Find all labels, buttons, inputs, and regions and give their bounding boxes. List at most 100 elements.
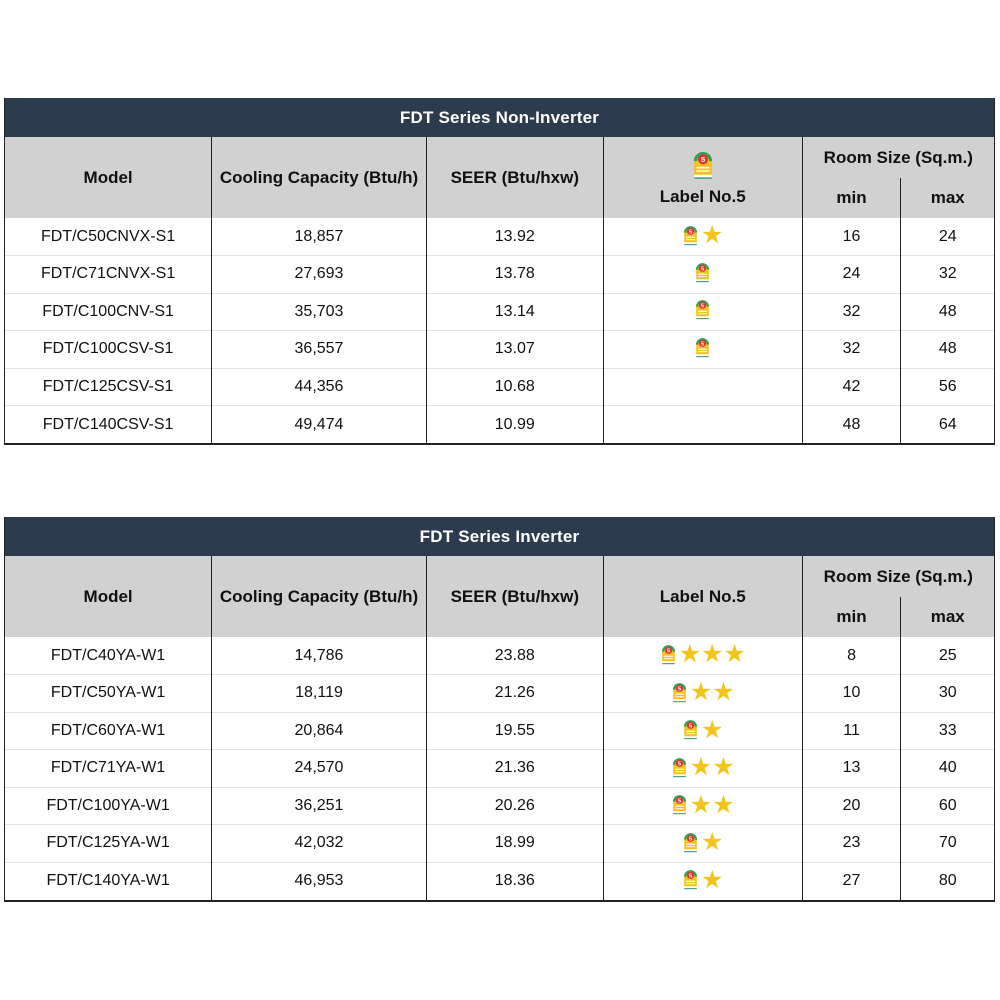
- svg-text:5: 5: [701, 266, 704, 272]
- table-row: FDT/C125CSV-S1 44,356 10.68 42 56: [5, 367, 994, 406]
- column-header-room-size: Room Size (Sq.m.): [802, 556, 994, 597]
- cooling-capacity-cell: 49,474: [211, 405, 427, 443]
- room-min-cell: 27: [802, 861, 902, 900]
- table-title: FDT Series Non-Inverter: [399, 107, 600, 127]
- room-min-cell: 48: [802, 405, 902, 443]
- energy-label-no5-icon: 5: [683, 870, 697, 890]
- room-min-cell: 8: [802, 637, 902, 675]
- model-cell: FDT/C50CNVX-S1: [5, 218, 213, 256]
- model-cell: FDT/C125CSV-S1: [5, 367, 213, 406]
- model-cell: FDT/C100CSV-S1: [5, 330, 213, 368]
- star-rating: ★: [700, 827, 724, 856]
- room-max-cell: 25: [900, 637, 994, 675]
- column-header-label-text: Label No.5: [659, 186, 746, 206]
- room-max-cell: 70: [900, 824, 994, 862]
- table-header: Model Cooling Capacity (Btu/h) SEER (Btu…: [5, 137, 994, 218]
- svg-text:5: 5: [689, 723, 692, 729]
- svg-text:5: 5: [689, 229, 692, 235]
- energy-label-no5-icon: 5: [672, 795, 686, 815]
- energy-label-no5-icon: 5: [672, 757, 686, 777]
- table-title: FDT Series Inverter: [419, 526, 580, 546]
- table-row: FDT/C60YA-W1 20,864 19.55 5 ★ 11 33: [5, 711, 994, 750]
- column-header-min-text: min: [836, 607, 867, 626]
- column-header-max: max: [900, 178, 994, 218]
- label-no5-cell: 5 ★★★: [603, 637, 803, 675]
- star-rating: ★★★: [678, 639, 746, 669]
- table-body: FDT/C40YA-W1 14,786 23.88 5 ★★★ 8 25 FDT/C50Y…: [5, 637, 994, 900]
- svg-text:5: 5: [678, 686, 681, 692]
- energy-label-no5-icon: 5: [683, 720, 697, 740]
- cooling-capacity-cell: 24,570: [211, 749, 427, 787]
- model-cell: FDT/C71YA-W1: [5, 749, 213, 787]
- cooling-capacity-cell: 14,786: [211, 637, 427, 675]
- cooling-capacity-cell: 35,703: [211, 292, 427, 331]
- energy-label-no5-icon: 5: [661, 644, 675, 664]
- room-min-cell: 32: [802, 292, 902, 331]
- table-row: FDT/C100YA-W1 36,251 20.26 5 ★★ 20 60: [5, 786, 994, 825]
- label-no5-cell: 5 ★: [603, 218, 803, 256]
- column-header-model-text: Model: [83, 167, 133, 187]
- seer-cell: 13.14: [426, 292, 604, 331]
- energy-label-no5-icon: 5: [696, 300, 710, 320]
- room-min-cell: 10: [802, 674, 902, 712]
- spec-table: Model Cooling Capacity (Btu/h) SEER (Btu…: [5, 556, 994, 900]
- column-header-max: max: [900, 597, 994, 637]
- label-no5-cell: 5 ★: [603, 824, 803, 862]
- table-row: FDT/C100CSV-S1 36,557 13.07 5 32 48: [5, 330, 994, 368]
- seer-cell: 13.78: [426, 255, 604, 293]
- column-header-room-size: Room Size (Sq.m.): [802, 137, 994, 178]
- table-header: Model Cooling Capacity (Btu/h) SEER (Btu…: [5, 556, 994, 637]
- table-row: FDT/C140YA-W1 46,953 18.36 5 ★ 27 80: [5, 861, 994, 900]
- cooling-capacity-cell: 36,251: [211, 786, 427, 825]
- room-min-cell: 13: [802, 749, 902, 787]
- column-header-cooling-capacity: Cooling Capacity (Btu/h): [211, 137, 427, 218]
- column-header-seer: SEER (Btu/hxw): [426, 137, 604, 218]
- column-header-room-text: Room Size (Sq.m.): [823, 147, 973, 167]
- spec-table: Model Cooling Capacity (Btu/h) SEER (Btu…: [5, 137, 994, 443]
- seer-cell: 13.07: [426, 330, 604, 368]
- model-cell: FDT/C140YA-W1: [5, 861, 213, 900]
- star-rating: ★: [700, 864, 724, 894]
- table-non-inverter: FDT Series Non-Inverter Model Cooling Ca…: [4, 98, 995, 445]
- cooling-capacity-cell: 44,356: [211, 367, 427, 406]
- room-max-cell: 48: [900, 330, 994, 368]
- star-rating: ★★: [689, 677, 735, 706]
- room-max-cell: 40: [900, 749, 994, 787]
- seer-cell: 18.99: [426, 824, 604, 862]
- column-header-min: min: [802, 178, 902, 218]
- room-min-cell: 24: [802, 255, 902, 293]
- cooling-capacity-cell: 46,953: [211, 861, 427, 900]
- column-header-model: Model: [5, 137, 213, 218]
- table-row: FDT/C125YA-W1 42,032 18.99 5 ★ 23 70: [5, 824, 994, 862]
- room-max-cell: 56: [900, 367, 994, 406]
- seer-cell: 21.26: [426, 674, 604, 712]
- column-header-model-text: Model: [83, 586, 133, 606]
- label-no5-cell: 5 ★★: [603, 749, 803, 787]
- label-no5-cell: 5: [603, 330, 803, 368]
- column-header-label-no5: Label No.5: [603, 556, 803, 637]
- svg-text:5: 5: [689, 836, 692, 842]
- svg-text:5: 5: [701, 304, 704, 310]
- model-cell: FDT/C100YA-W1: [5, 786, 213, 825]
- seer-cell: 23.88: [426, 637, 604, 675]
- energy-label-no5-icon: 5: [696, 337, 710, 357]
- table-row: FDT/C140CSV-S1 49,474 10.99 48 64: [5, 405, 994, 443]
- svg-text:5: 5: [678, 761, 681, 767]
- seer-cell: 20.26: [426, 786, 604, 825]
- table-row: FDT/C71YA-W1 24,570 21.36 5 ★★ 13 40: [5, 749, 994, 787]
- column-header-max-text: max: [930, 607, 965, 626]
- room-min-cell: 20: [802, 786, 902, 825]
- room-min-cell: 42: [802, 367, 902, 406]
- table-title-bar: FDT Series Non-Inverter: [5, 98, 994, 137]
- model-cell: FDT/C71CNVX-S1: [5, 255, 213, 293]
- room-max-cell: 33: [900, 711, 994, 750]
- room-max-cell: 48: [900, 292, 994, 331]
- energy-label-no5-icon: 5: [672, 682, 686, 702]
- table-body: FDT/C50CNVX-S1 18,857 13.92 5 ★ 16 24 FDT/C71…: [5, 218, 994, 443]
- star-rating: ★: [700, 220, 724, 250]
- cooling-capacity-cell: 36,557: [211, 330, 427, 368]
- cooling-capacity-cell: 20,864: [211, 711, 427, 750]
- label-no5-cell: 5: [603, 255, 803, 293]
- energy-label-no5-icon: 5: [696, 262, 710, 282]
